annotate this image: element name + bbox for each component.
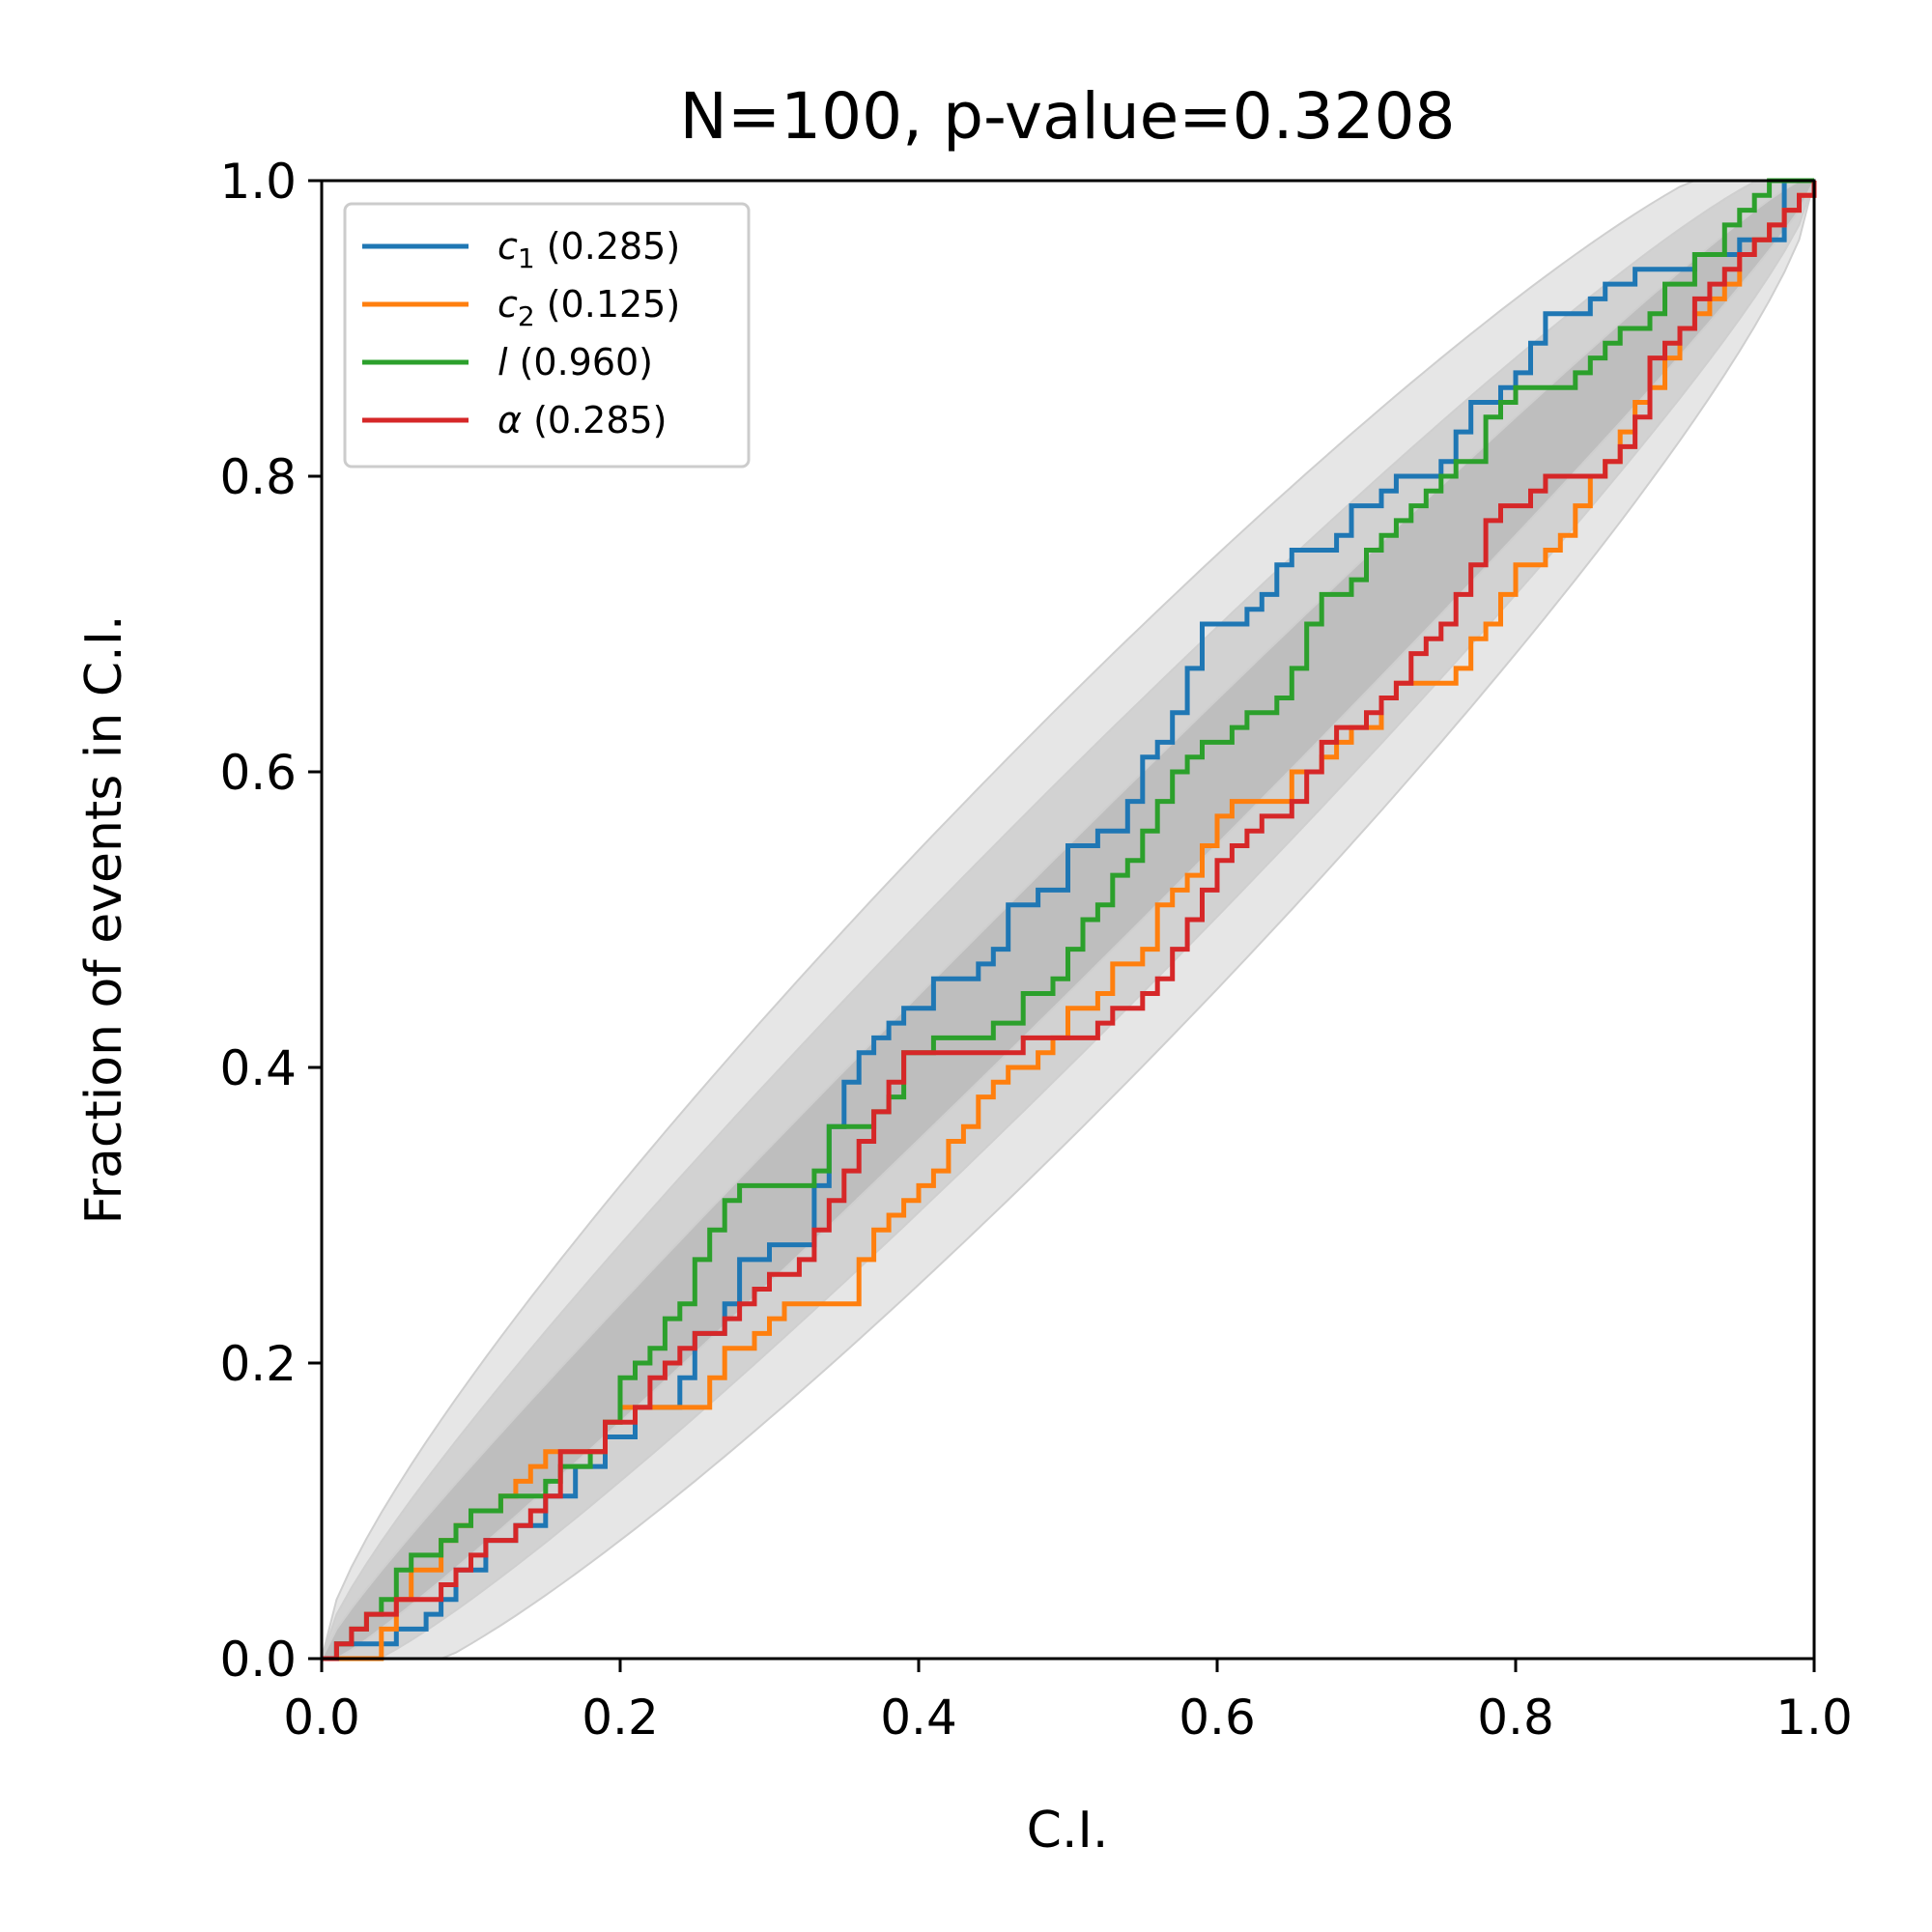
series-line-1 bbox=[322, 178, 1814, 1662]
legend-symbol: c bbox=[497, 225, 518, 268]
legend-pvalue: (0.125) bbox=[547, 283, 680, 326]
legend-label: c2 (0.125) bbox=[497, 283, 680, 332]
series-lines bbox=[322, 178, 1817, 1662]
x-tick-label: 0.4 bbox=[880, 1690, 957, 1746]
legend-symbol: l bbox=[497, 341, 508, 384]
legend-box bbox=[343, 202, 751, 469]
x-tick-label: 0.2 bbox=[582, 1690, 659, 1746]
legend-symbol: c bbox=[497, 283, 518, 326]
legend-label: l (0.960) bbox=[497, 341, 653, 384]
series-line-4 bbox=[322, 181, 1817, 1662]
y-tick-label: 0.4 bbox=[219, 1040, 297, 1096]
axis-ticks: 0.0 0.2 0.4 0.6 0.8 1.0 0.0 0.2 0.4 0.6 0.8 1.0 bbox=[219, 154, 1852, 1746]
y-axis-title: Fraction of events in C.I. bbox=[75, 614, 133, 1224]
y-tick-label: 1.0 bbox=[219, 154, 297, 210]
legend-pvalue: (0.285) bbox=[533, 399, 667, 441]
legend-subscript: 1 bbox=[518, 242, 535, 274]
legend-label: α (0.285) bbox=[497, 399, 668, 441]
legend-pvalue: (0.285) bbox=[547, 225, 680, 268]
y-tick-label: 0.8 bbox=[219, 449, 297, 505]
y-tick-label: 0.6 bbox=[219, 745, 297, 801]
plot-frame bbox=[320, 179, 1816, 1661]
x-tick-label: 1.0 bbox=[1776, 1690, 1853, 1746]
legend-symbol: α bbox=[497, 399, 522, 441]
y-tick-label: 0.0 bbox=[219, 1632, 297, 1688]
x-tick-label: 0.0 bbox=[283, 1690, 360, 1746]
legend-subscript: 2 bbox=[518, 300, 535, 332]
chart-title: N=100, p-value=0.3208 bbox=[679, 79, 1455, 154]
x-tick-label: 0.8 bbox=[1477, 1690, 1554, 1746]
legend-label: c1 (0.285) bbox=[497, 225, 680, 274]
x-axis-title: C.I. bbox=[1027, 1802, 1109, 1860]
y-tick-label: 0.2 bbox=[219, 1336, 297, 1392]
x-tick-label: 0.6 bbox=[1179, 1690, 1256, 1746]
legend-pvalue: (0.960) bbox=[520, 341, 653, 384]
legend: c1 (0.285) c2 (0.125) l (0.960) α (0.285) bbox=[343, 202, 751, 469]
